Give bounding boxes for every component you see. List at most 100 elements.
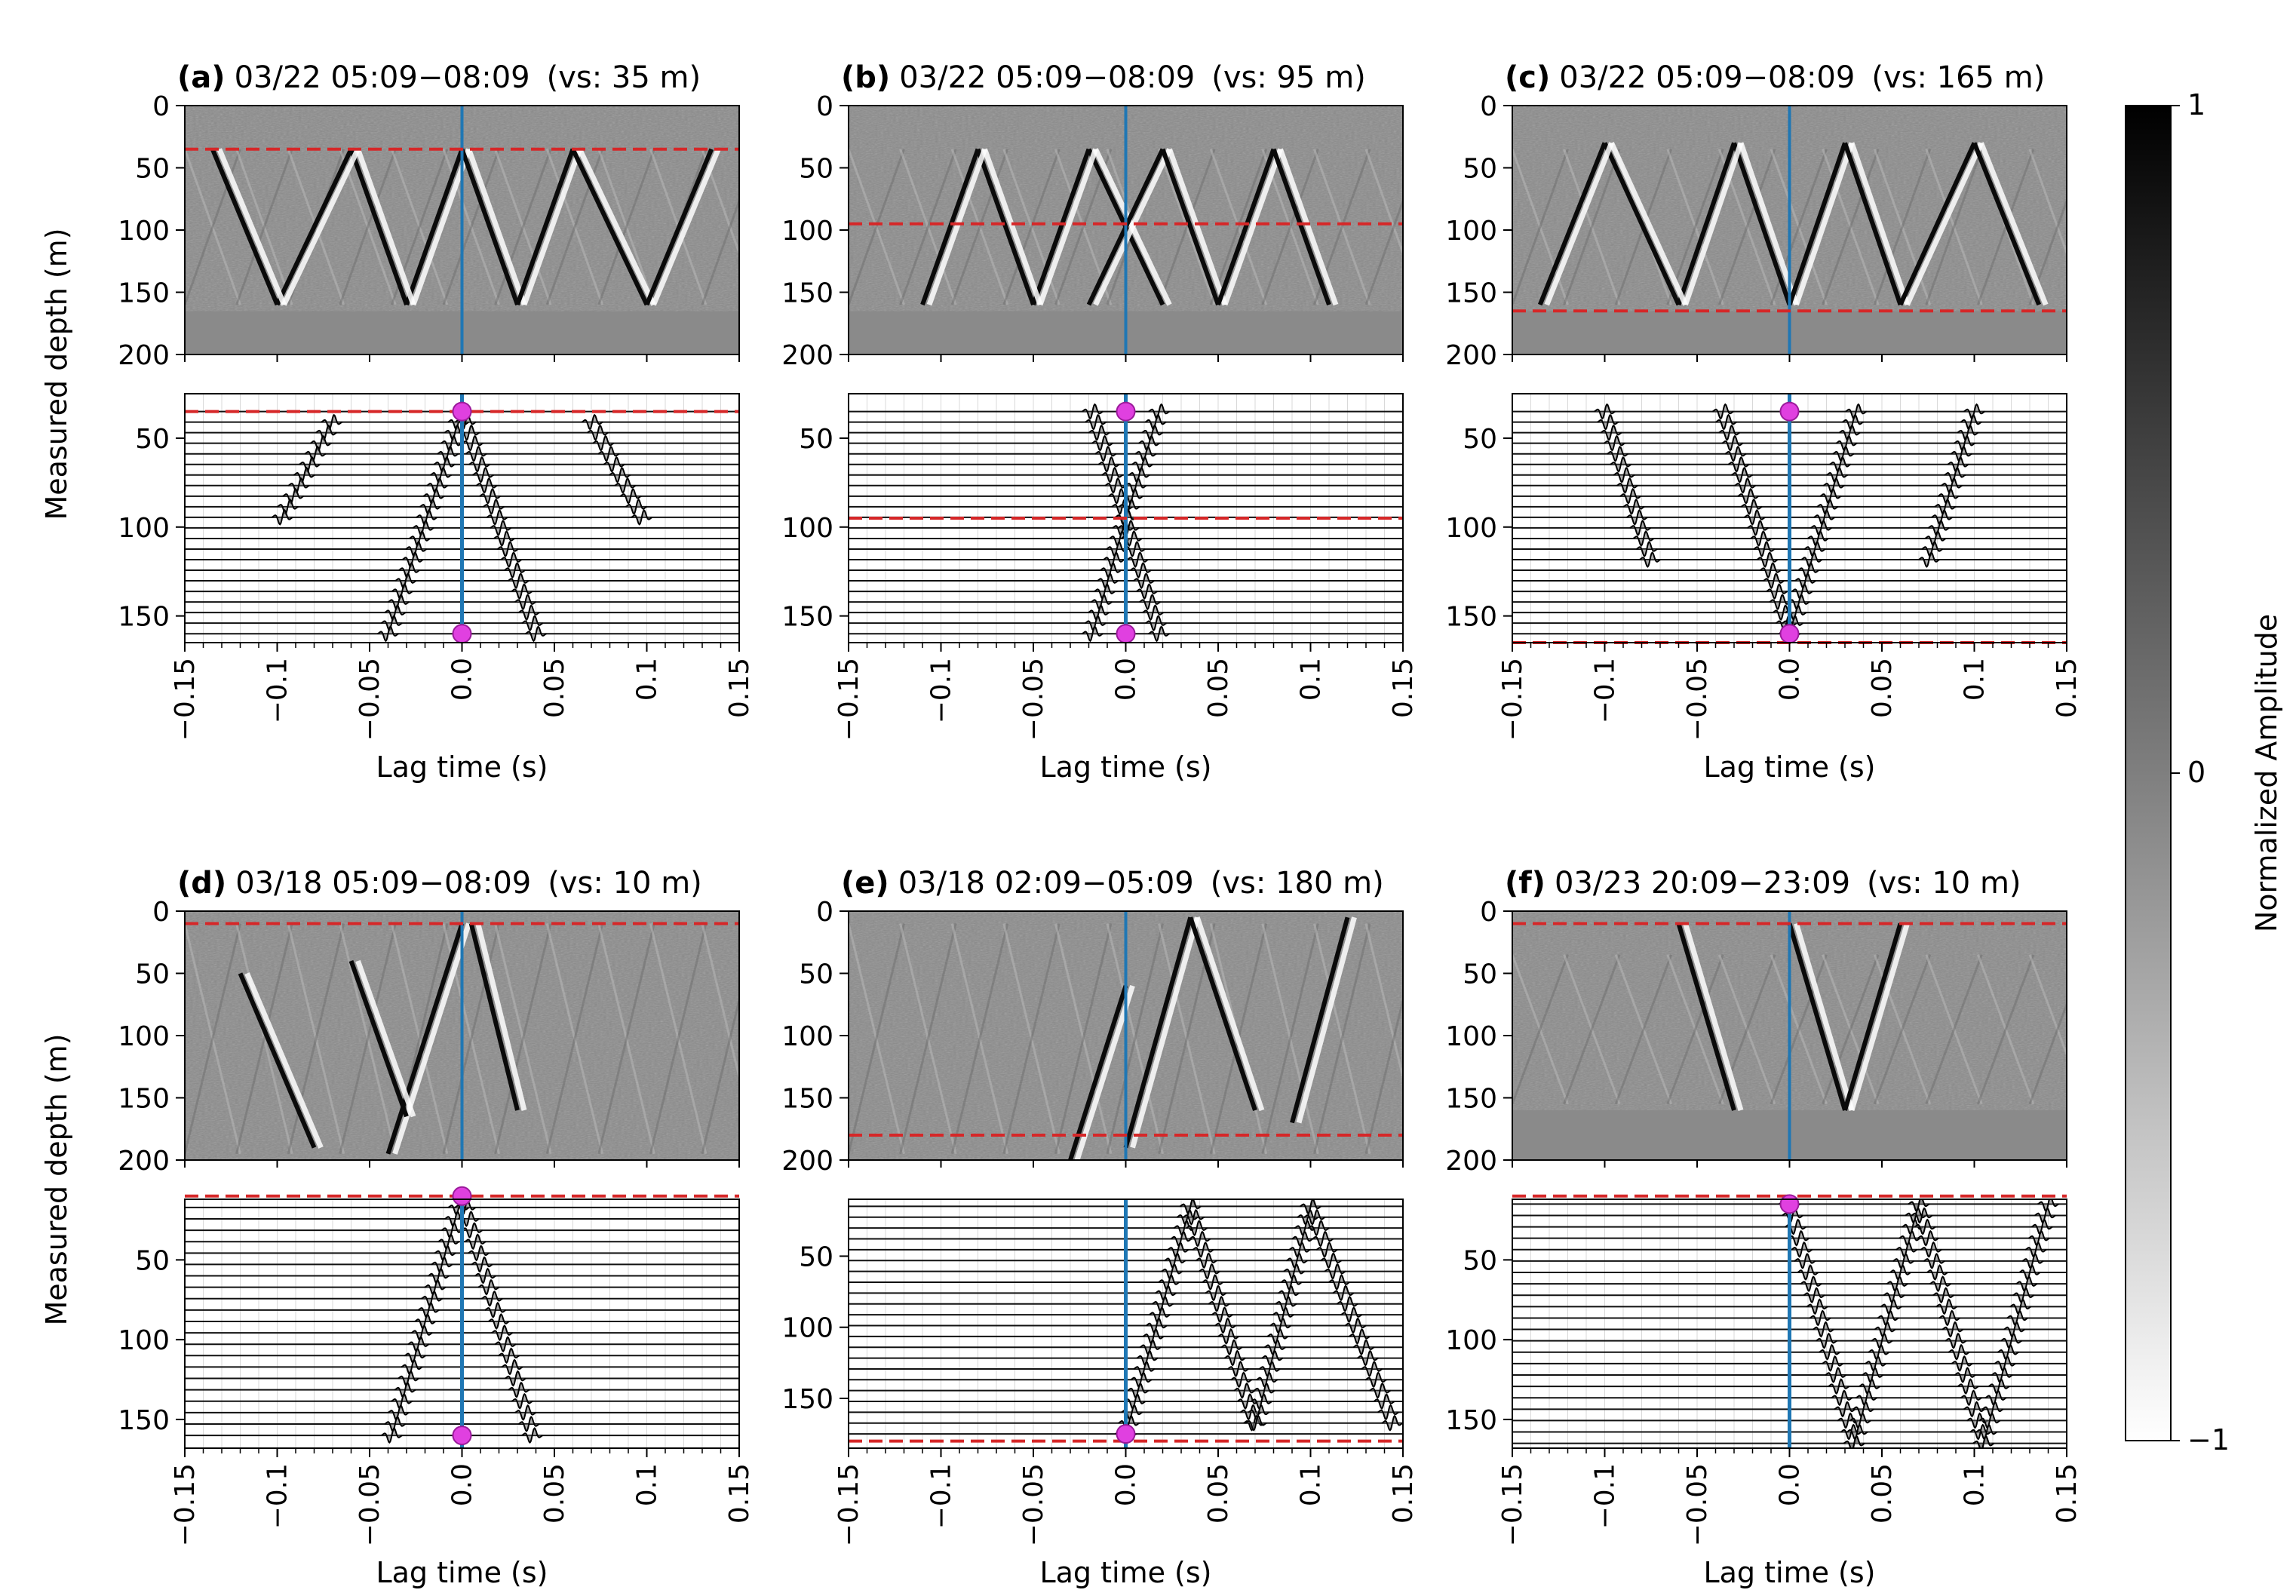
arrival-line <box>1602 142 1681 306</box>
image-ytick-label: 150 <box>118 1084 170 1115</box>
image-texture-line <box>494 149 552 305</box>
panel-window: 03/23 20:09−23:09 <box>1555 866 1850 901</box>
trace-wavelet <box>1759 562 1782 579</box>
trace-wavelet <box>1632 530 1655 547</box>
trace-wavelet <box>465 445 487 462</box>
panel-b: (b) 03/22 05:09−08:09 (vs: 95 m) 0 50 100 150 2… <box>781 60 1419 784</box>
trace-wavelet <box>1954 434 1975 452</box>
trace-wavelet <box>480 1290 503 1307</box>
image-texture-line <box>1770 954 1828 1105</box>
trace-wavelet <box>401 1358 423 1376</box>
panel-title: (b) 03/22 05:09−08:09 (vs: 95 m) <box>841 60 1366 95</box>
colorbar-tick-min: −1 <box>2187 1423 2230 1456</box>
trace-wavelet <box>419 498 441 515</box>
arrival-line <box>1787 142 1847 305</box>
image-texture-line <box>597 923 655 1155</box>
image-texture-line <box>1312 149 1371 305</box>
x-tick-label: 0.1 <box>1960 658 1991 701</box>
image-texture-line <box>235 923 293 1155</box>
trace-wavelet <box>428 1267 450 1284</box>
trace-wavelet <box>1152 1295 1174 1312</box>
x-tick-label: −0.1 <box>926 1463 957 1529</box>
trace-wavelet <box>1186 1220 1208 1237</box>
trace-wavelet <box>1136 583 1158 600</box>
trace-wavelet <box>1127 1382 1150 1399</box>
arrival-sidelobe <box>1978 142 2049 306</box>
trace-wavelet <box>1133 1361 1156 1377</box>
arrival-sidelobe <box>1683 922 1744 1111</box>
trace-wavelet <box>491 1324 514 1341</box>
trace-wavelet <box>1924 530 1947 547</box>
trace-wavelet <box>401 551 424 568</box>
trace-wavelet <box>1223 1349 1246 1367</box>
arrival-sidelobe <box>1278 148 1339 306</box>
panel-vs-label: (vs: 165 m) <box>1871 60 2045 95</box>
trace-wavelet <box>1794 572 1816 589</box>
trace-wavelet <box>1816 1332 1837 1349</box>
trace-wavelet <box>1945 1332 1967 1349</box>
arrival-line <box>515 148 576 306</box>
image-texture-line <box>1614 954 1673 1105</box>
trace-wavelet <box>1963 403 1985 420</box>
image-texture-line <box>1614 954 1673 1105</box>
trace-wavelet <box>511 583 533 600</box>
image-texture-line <box>1158 923 1216 1155</box>
image-texture-line <box>1822 954 1880 1105</box>
trace-wavelet <box>1917 1229 1939 1247</box>
trace-wavelet <box>1635 541 1658 557</box>
trace-wavelet <box>277 498 299 515</box>
image-ytick-label: 100 <box>118 216 170 247</box>
trace-wavelet <box>384 604 407 622</box>
x-tick-label: 0.0 <box>1111 1463 1142 1506</box>
image-texture-line <box>494 923 552 1155</box>
panel-letter: (c) <box>1505 60 1550 95</box>
trace-wavelet <box>468 1245 490 1262</box>
image-texture-line <box>1002 923 1061 1155</box>
arrival-sidelobe <box>216 148 287 306</box>
trace-wavelet <box>468 456 491 473</box>
arrival-line <box>1676 142 1736 305</box>
x-tick-label: −0.05 <box>1682 658 1713 741</box>
trace-wavelet <box>1320 1252 1342 1269</box>
image-texture-line <box>1261 923 1319 1155</box>
panel-letter: (d) <box>177 866 226 901</box>
trace-wavelet <box>384 1416 407 1432</box>
trace-wavelet <box>1132 572 1155 589</box>
trace-wavelet <box>587 424 609 441</box>
image-ytick-label: 50 <box>1463 959 1497 990</box>
trace-wavelet <box>597 445 620 462</box>
trace-wavelet <box>1937 487 1960 505</box>
trace-wavelet <box>1981 1401 2004 1418</box>
wiggle-ytick-label: 100 <box>1445 513 1497 544</box>
trace-wavelet <box>380 615 403 632</box>
colorbar-label: Normalized Amplitude <box>2250 614 2283 932</box>
image-texture-line <box>1770 954 1828 1105</box>
x-tick-label: −0.05 <box>355 1463 385 1546</box>
image-texture-line <box>494 923 552 1155</box>
trace-wavelet <box>271 508 293 526</box>
trace-wavelet <box>1788 1229 1810 1247</box>
trace-wavelet <box>424 1278 447 1296</box>
trace-wavelet <box>1923 1253 1945 1269</box>
trace-wavelet <box>1130 562 1152 579</box>
trace-wavelet <box>304 445 327 462</box>
trace-wavelet <box>1278 1284 1300 1302</box>
arrival-sidelobe <box>1544 142 1614 306</box>
panel-letter: (f) <box>1505 866 1546 901</box>
trace-wavelet <box>412 520 434 536</box>
image-texture-line <box>950 923 1009 1155</box>
image-texture-line <box>649 923 708 1155</box>
image-texture-line <box>1158 149 1216 305</box>
trace-wavelet <box>1211 1306 1233 1323</box>
image-texture-line <box>1364 149 1403 256</box>
x-tick-label: 0.05 <box>539 1463 570 1524</box>
trace-wavelet <box>1139 594 1161 611</box>
arrival-line <box>920 148 981 306</box>
trace-wavelet <box>1205 1284 1227 1302</box>
arrival-sidelobe <box>651 148 721 306</box>
arrival-line <box>348 959 409 1118</box>
trace-wavelet <box>474 1267 496 1284</box>
trace-wavelet <box>1856 1389 1877 1407</box>
trace-wavelet <box>1085 615 1107 632</box>
trace-wavelet <box>1622 498 1645 515</box>
